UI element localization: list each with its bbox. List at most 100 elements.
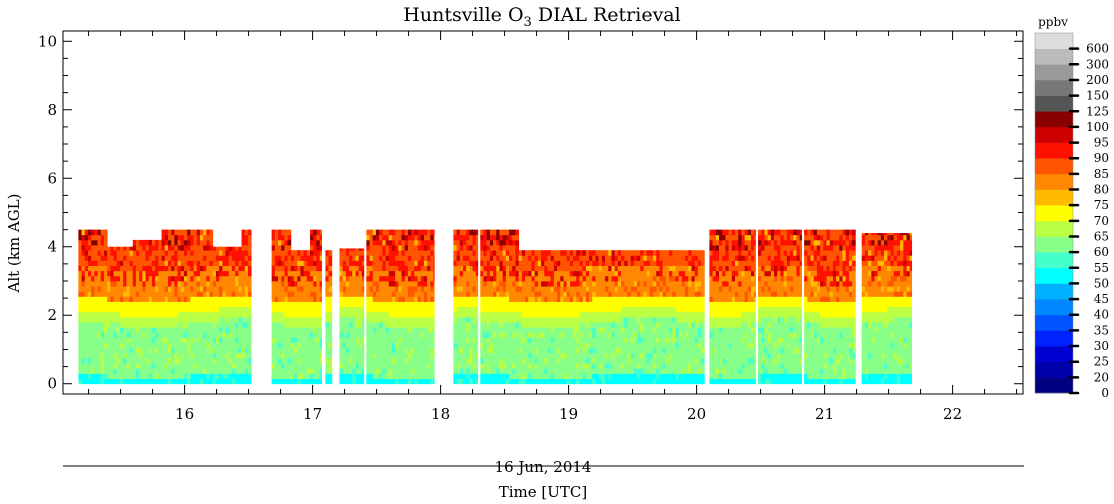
ozone-cell <box>297 255 301 261</box>
ozone-cell <box>595 270 600 277</box>
ozone-cell <box>640 291 644 297</box>
ozone-cell <box>139 368 143 374</box>
ozone-cell <box>544 286 548 292</box>
ozone-cell <box>84 332 89 338</box>
ozone-cell <box>294 358 298 364</box>
ozone-cell <box>595 291 600 297</box>
ozone-cell <box>611 311 616 318</box>
ozone-cell <box>569 378 574 385</box>
ozone-cell <box>284 378 289 385</box>
ozone-cell <box>656 347 660 354</box>
ozone-cell <box>294 296 298 302</box>
ozone-cell <box>579 296 584 302</box>
ozone-cell <box>678 337 683 344</box>
ozone-cell <box>550 358 555 364</box>
ozone-cell <box>187 363 191 369</box>
ozone-cell <box>87 337 92 344</box>
ozone-cell <box>222 378 226 385</box>
ozone-cell <box>306 332 311 338</box>
ozone-cell <box>180 260 185 266</box>
ozone-cell <box>180 301 185 308</box>
ozone-cell <box>509 342 513 349</box>
ozone-cell <box>167 301 172 308</box>
ozone-cell <box>525 316 529 323</box>
ozone-cell <box>398 255 402 261</box>
ozone-cell <box>206 373 210 379</box>
ozone-cell <box>97 327 102 333</box>
ozone-cell <box>531 368 536 374</box>
ozone-cell <box>212 255 217 261</box>
ozone-cell <box>361 286 365 292</box>
ozone-cell <box>505 378 510 385</box>
ozone-cell <box>411 245 415 251</box>
ozone-cell <box>621 342 625 349</box>
ozone-cell <box>489 239 494 246</box>
ozone-cell <box>414 255 418 261</box>
ozone-cell <box>385 306 390 313</box>
ozone-cell <box>145 332 150 338</box>
ozone-cell <box>278 363 282 369</box>
ozone-cell <box>372 245 377 251</box>
ozone-cell <box>116 306 121 313</box>
ozone-cell <box>420 316 425 323</box>
ozone-cell <box>656 337 660 344</box>
ozone-cell <box>126 342 130 349</box>
ozone-cell <box>190 234 194 241</box>
ozone-cell <box>155 296 159 302</box>
ozone-cell <box>174 255 178 261</box>
ozone-cell <box>148 378 153 385</box>
ozone-cell <box>303 316 308 323</box>
ozone-cell <box>582 352 587 359</box>
ozone-cell <box>576 373 580 379</box>
ozone-cell <box>688 322 692 328</box>
ozone-cell <box>100 239 105 246</box>
ozone-cell <box>493 363 497 369</box>
ozone-cell <box>537 250 542 256</box>
ozone-cell <box>284 363 289 369</box>
ozone-cell <box>271 368 276 374</box>
ozone-cell <box>475 260 479 266</box>
ozone-cell <box>155 327 159 333</box>
ozone-cell <box>472 239 477 246</box>
ozone-cell <box>665 337 670 344</box>
ozone-cell <box>640 322 644 328</box>
ozone-cell <box>100 229 105 236</box>
ozone-cell <box>290 255 295 261</box>
ozone-cell <box>531 332 536 338</box>
ozone-cell <box>316 245 321 251</box>
ozone-cell <box>560 342 564 349</box>
ozone-cell <box>132 311 137 318</box>
ozone-cell <box>592 342 596 349</box>
ozone-cell <box>231 250 236 256</box>
ozone-cell <box>595 286 600 292</box>
ozone-cell <box>630 291 635 297</box>
ozone-cell <box>675 316 680 323</box>
ozone-cell <box>662 337 667 344</box>
ozone-cell <box>496 291 500 297</box>
ozone-cell <box>466 286 470 292</box>
ozone-cell <box>633 265 638 272</box>
ozone-cell <box>244 316 249 323</box>
ozone-cell <box>598 260 603 266</box>
ozone-cell <box>158 311 162 318</box>
ozone-cell <box>608 337 612 344</box>
ozone-cell <box>691 270 696 277</box>
ozone-cell <box>585 265 590 272</box>
ozone-cell <box>355 248 360 251</box>
ozone-cell <box>129 260 134 266</box>
ozone-cell <box>284 291 289 297</box>
ozone-cell <box>87 229 92 236</box>
ozone-cell <box>100 250 105 256</box>
ozone-cell <box>328 255 333 261</box>
ozone-cell <box>132 337 137 344</box>
ozone-cell <box>688 373 692 379</box>
ozone-cell <box>453 275 457 282</box>
ozone-cell <box>171 265 175 272</box>
ozone-cell <box>274 275 279 282</box>
ozone-cell <box>528 296 532 302</box>
ozone-cell <box>358 248 363 251</box>
ozone-cell <box>541 352 545 359</box>
ozone-cell <box>509 352 513 359</box>
ozone-cell <box>688 286 692 292</box>
ozone-cell <box>675 275 680 282</box>
